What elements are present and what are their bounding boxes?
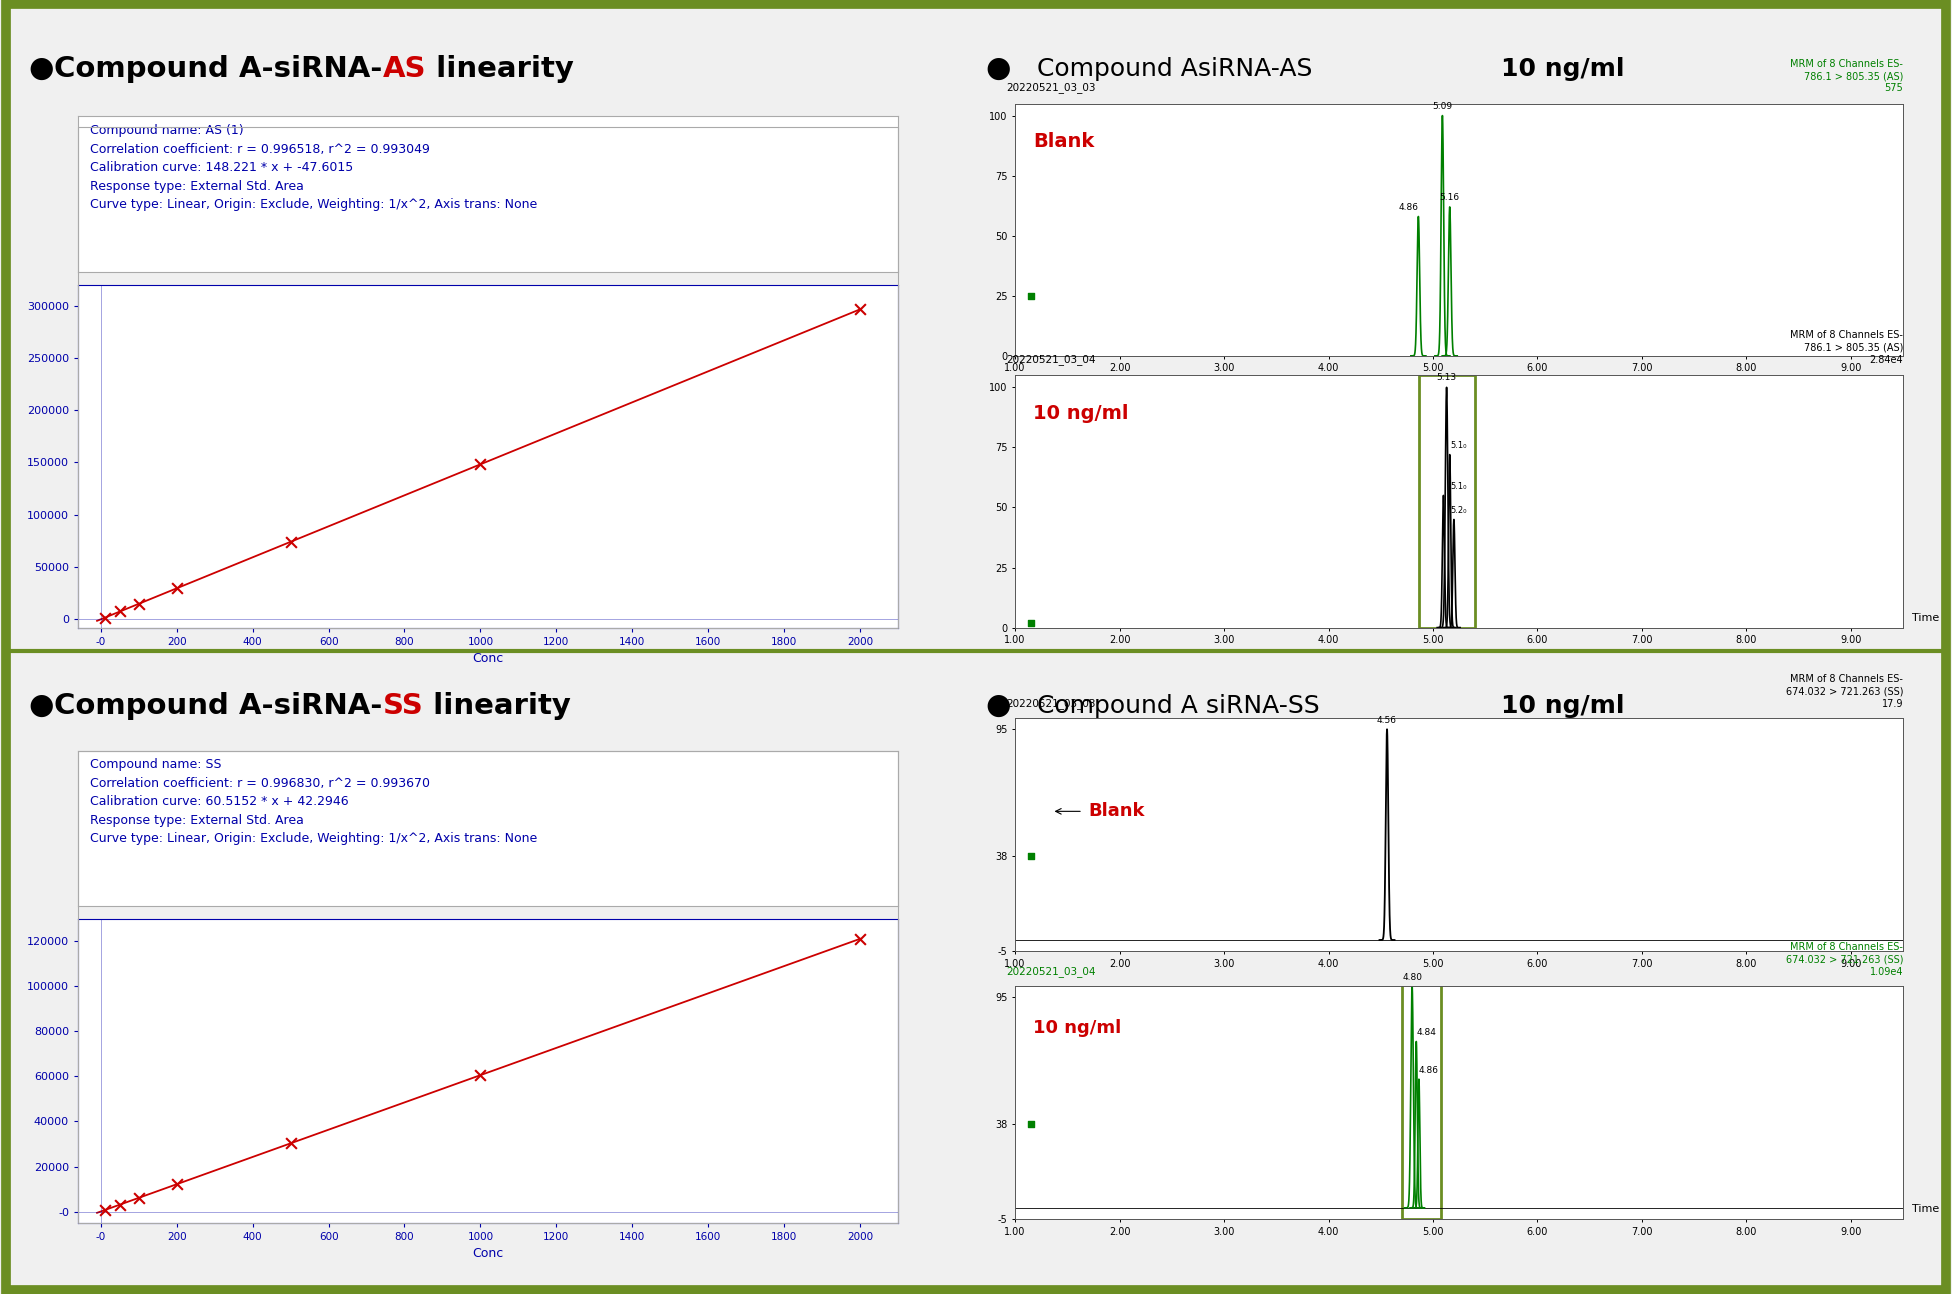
Text: 20220521_03_04: 20220521_03_04 xyxy=(1005,355,1095,365)
Point xyxy=(103,1194,135,1215)
Text: SS: SS xyxy=(383,691,424,719)
Text: ●: ● xyxy=(986,54,1011,83)
Text: 4.86: 4.86 xyxy=(1398,203,1419,212)
Text: 4.84: 4.84 xyxy=(1417,1027,1437,1036)
Text: Compound A-siRNA-: Compound A-siRNA- xyxy=(55,54,383,83)
Text: MRM of 8 Channels ES-
674.032 > 721.263 (SS)
17.9: MRM of 8 Channels ES- 674.032 > 721.263 … xyxy=(1786,674,1903,709)
Point xyxy=(123,594,154,615)
Text: 10 ng/ml: 10 ng/ml xyxy=(1033,404,1128,423)
Text: Compound AsiRNA-AS: Compound AsiRNA-AS xyxy=(1037,57,1320,80)
Text: 20220521_03_04: 20220521_03_04 xyxy=(1005,965,1095,977)
Text: 4.56: 4.56 xyxy=(1376,716,1398,725)
Text: AS: AS xyxy=(383,54,426,83)
Text: 5.1₀: 5.1₀ xyxy=(1450,481,1466,490)
Text: linearity: linearity xyxy=(424,691,572,719)
Text: Compound name: SS
Correlation coefficient: r = 0.996830, r^2 = 0.993670
Calibrat: Compound name: SS Correlation coefficien… xyxy=(90,758,537,845)
Text: Time: Time xyxy=(1913,1205,1940,1214)
Bar xyxy=(1402,982,1441,1219)
Point xyxy=(1015,286,1046,307)
Text: 5.09: 5.09 xyxy=(1433,102,1452,111)
Text: ●: ● xyxy=(986,691,1011,719)
Text: Blank: Blank xyxy=(1033,132,1093,151)
Point xyxy=(275,1134,306,1154)
Point xyxy=(845,299,876,320)
Text: Blank: Blank xyxy=(1087,802,1144,820)
Point xyxy=(162,1174,193,1194)
Text: ●: ● xyxy=(29,54,55,83)
Text: 5.13: 5.13 xyxy=(1437,374,1456,383)
Text: MRM of 8 Channels ES-
786.1 > 805.35 (AS)
2.84e4: MRM of 8 Channels ES- 786.1 > 805.35 (AS… xyxy=(1790,330,1903,365)
Text: MRM of 8 Channels ES-
674.032 > 721.263 (SS)
1.09e4: MRM of 8 Channels ES- 674.032 > 721.263 … xyxy=(1786,942,1903,977)
Point xyxy=(1015,845,1046,866)
Text: 20220521_03_03: 20220521_03_03 xyxy=(1005,83,1095,93)
Text: 5.2₀: 5.2₀ xyxy=(1450,506,1466,515)
Bar xyxy=(1419,375,1476,628)
Text: 10 ng/ml: 10 ng/ml xyxy=(1501,57,1624,80)
Point xyxy=(465,1065,496,1086)
Point xyxy=(465,454,496,475)
X-axis label: Conc: Conc xyxy=(472,652,504,665)
Text: 4.80: 4.80 xyxy=(1402,973,1423,982)
Text: 10 ng/ml: 10 ng/ml xyxy=(1501,694,1624,718)
Point xyxy=(90,1200,121,1220)
Text: 10 ng/ml: 10 ng/ml xyxy=(1033,1018,1120,1036)
Point xyxy=(1015,612,1046,633)
Point xyxy=(123,1188,154,1209)
Text: 5.1₀: 5.1₀ xyxy=(1450,441,1466,450)
Text: Compound A siRNA-SS: Compound A siRNA-SS xyxy=(1037,694,1327,718)
Text: MRM of 8 Channels ES-
786.1 > 805.35 (AS)
575: MRM of 8 Channels ES- 786.1 > 805.35 (AS… xyxy=(1790,58,1903,93)
Text: Compound A-siRNA-: Compound A-siRNA- xyxy=(55,691,383,719)
Text: Time: Time xyxy=(1913,612,1940,622)
Point xyxy=(275,532,306,553)
Point xyxy=(845,929,876,950)
Text: 5.16: 5.16 xyxy=(1441,193,1460,202)
Text: Compound name: AS (1)
Correlation coefficient: r = 0.996518, r^2 = 0.993049
Cali: Compound name: AS (1) Correlation coeffi… xyxy=(90,124,537,211)
Point xyxy=(162,578,193,599)
Point xyxy=(90,607,121,628)
Text: linearity: linearity xyxy=(426,54,574,83)
X-axis label: Conc: Conc xyxy=(472,1247,504,1260)
Point xyxy=(103,600,135,621)
Text: ●: ● xyxy=(29,691,55,719)
Point xyxy=(1015,1113,1046,1134)
Text: 20220521_03_03: 20220521_03_03 xyxy=(1005,697,1095,709)
Text: 4.86: 4.86 xyxy=(1419,1066,1439,1075)
